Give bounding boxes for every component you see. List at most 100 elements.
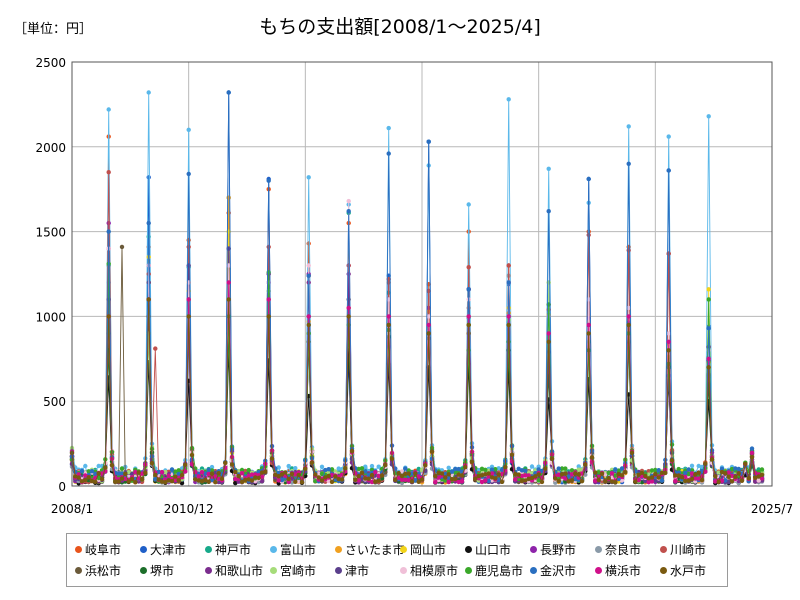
data-point — [713, 479, 718, 484]
data-point — [733, 474, 738, 480]
data-point — [466, 314, 471, 319]
data-point — [306, 175, 311, 180]
legend-label: 神戸市 — [215, 543, 252, 557]
data-point — [166, 473, 171, 478]
data-point — [383, 462, 388, 468]
data-point — [726, 470, 731, 475]
data-point — [239, 467, 245, 473]
x-tick-label: 2019/9 — [518, 502, 560, 516]
data-point — [96, 463, 101, 469]
data-point — [73, 474, 78, 479]
data-point — [716, 470, 721, 475]
data-point — [233, 476, 238, 482]
legend-marker — [270, 546, 277, 553]
data-point — [346, 209, 351, 214]
data-point — [616, 468, 621, 473]
data-point — [489, 467, 495, 472]
series-line — [71, 263, 763, 483]
series-12 — [69, 314, 765, 485]
data-point — [119, 471, 125, 476]
data-point — [313, 479, 318, 484]
data-point — [473, 476, 478, 481]
series-18 — [69, 90, 765, 484]
data-point — [259, 479, 265, 484]
data-point — [726, 474, 731, 479]
data-point — [666, 348, 671, 353]
data-point — [243, 477, 248, 483]
data-point — [546, 166, 551, 171]
data-point — [666, 251, 671, 256]
data-point — [603, 479, 608, 484]
data-point — [289, 471, 295, 476]
data-point — [553, 480, 558, 485]
legend-marker — [595, 546, 602, 553]
data-point — [223, 460, 228, 466]
data-point — [666, 339, 671, 344]
data-point — [663, 470, 668, 476]
data-point — [236, 473, 241, 479]
series-line — [71, 275, 763, 484]
data-point — [363, 476, 368, 481]
series-line — [71, 201, 763, 483]
data-point — [106, 220, 111, 226]
data-point — [259, 470, 265, 475]
data-point — [183, 462, 188, 467]
data-point — [706, 356, 711, 361]
data-point — [203, 477, 208, 482]
data-point — [446, 465, 451, 470]
data-point — [396, 475, 401, 480]
data-point — [519, 478, 525, 484]
data-point — [346, 305, 351, 311]
data-point — [496, 466, 501, 471]
data-point — [463, 465, 468, 470]
data-point — [106, 261, 111, 266]
data-point — [533, 474, 538, 479]
data-point — [83, 473, 88, 478]
data-point — [653, 467, 658, 473]
data-point — [483, 467, 488, 472]
y-tick-label: 1000 — [35, 310, 66, 324]
legend-item: 神戸市 — [205, 540, 270, 560]
data-point — [756, 474, 761, 479]
series-11 — [69, 244, 765, 485]
data-point — [363, 469, 368, 474]
data-point — [569, 468, 575, 473]
data-point — [436, 470, 441, 476]
y-tick-label: 500 — [43, 395, 66, 409]
data-point — [706, 326, 711, 331]
data-point — [539, 479, 545, 485]
legend-marker — [205, 567, 212, 574]
data-point — [226, 263, 231, 268]
data-point — [643, 478, 648, 484]
data-point — [689, 477, 695, 482]
data-point — [346, 271, 351, 277]
data-point — [576, 467, 581, 472]
series-15 — [69, 246, 765, 485]
data-point — [643, 473, 648, 479]
series-line — [71, 92, 763, 482]
data-point — [476, 473, 481, 479]
data-point — [266, 244, 271, 250]
data-point — [276, 478, 281, 483]
data-point — [586, 176, 591, 182]
data-point — [106, 229, 111, 234]
data-point — [123, 471, 128, 476]
data-point — [613, 480, 618, 485]
data-point — [176, 471, 181, 477]
legend-marker — [465, 546, 472, 553]
series-line — [71, 350, 763, 485]
data-point — [573, 476, 578, 482]
data-point — [506, 322, 511, 328]
data-point — [313, 472, 318, 477]
data-point — [159, 479, 165, 484]
data-point — [493, 467, 498, 472]
data-point — [376, 478, 381, 483]
legend-marker — [530, 567, 537, 574]
data-point — [586, 232, 591, 238]
data-point — [616, 471, 621, 477]
data-point — [563, 466, 568, 471]
data-point — [466, 322, 471, 328]
legend-item: 堺市 — [140, 561, 205, 581]
data-point — [199, 479, 205, 484]
legend-label: 津市 — [345, 564, 370, 578]
